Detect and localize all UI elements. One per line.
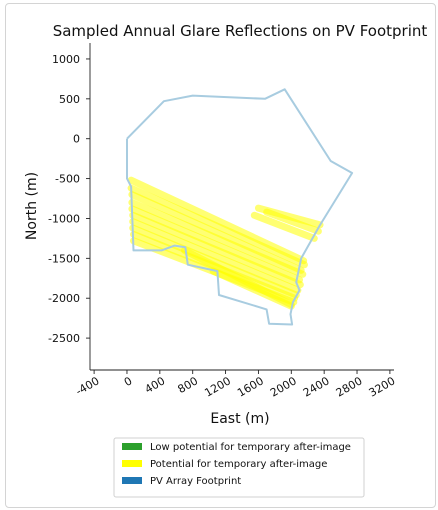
glare-streak-5 <box>128 205 304 284</box>
y-tick-label: -2000 <box>48 292 80 305</box>
x-tick-label: 2000 <box>268 374 299 399</box>
glare-streak-1 <box>127 176 308 265</box>
y-tick-label: -1000 <box>48 212 80 225</box>
glare-streak-4 <box>128 199 307 278</box>
figure-frame <box>5 3 436 508</box>
x-tick-label: 2400 <box>301 374 332 399</box>
chart-title: Sampled Annual Glare Reflections on PV F… <box>53 22 428 40</box>
y-tick-label: 1000 <box>52 53 80 66</box>
x-tick-label: 1200 <box>202 374 233 399</box>
x-tick-label: -400 <box>73 374 101 398</box>
glare-streak-12 <box>209 267 295 310</box>
pv-array-footprint <box>126 88 354 326</box>
glare-streak-7 <box>129 218 302 294</box>
y-axis-label: North (m) <box>24 172 40 240</box>
legend-swatch <box>122 460 142 467</box>
y-tick-label: -2500 <box>48 332 80 345</box>
glare-streak-8 <box>129 224 300 299</box>
y-ticks: 1000 500 0 -500 -1000 -1500 -2000 -2500 <box>48 53 90 345</box>
x-tick-label: 800 <box>176 374 201 396</box>
x-tick-label: 1600 <box>235 374 266 399</box>
x-tick-label: 2800 <box>334 374 365 399</box>
x-tick-label: 400 <box>143 374 168 396</box>
y-tick-label: -500 <box>55 173 80 186</box>
x-tick-label: 3200 <box>367 374 398 399</box>
glare-streak-2 <box>127 184 308 269</box>
legend-swatch <box>122 477 142 484</box>
x-ticks: -400 0 400 800 1200 1600 2000 2400 2800 3200 <box>73 370 397 400</box>
y-tick-label: 0 <box>73 133 80 146</box>
legend-label: Low potential for temporary after-image <box>150 442 351 453</box>
legend-box <box>113 437 365 498</box>
glare-streak-15 <box>250 211 318 242</box>
legend-swatch <box>122 443 142 450</box>
legend: Low potential for temporary after-image P… <box>113 437 365 498</box>
glare-streak-3 <box>128 191 305 274</box>
x-axis-label: East (m) <box>210 411 269 427</box>
plot-area <box>126 88 354 326</box>
x-tick-label: 0 <box>122 374 135 389</box>
glare-streak-14 <box>263 208 322 235</box>
legend-label: PV Array Footprint <box>150 476 241 487</box>
glare-streak-6 <box>129 211 304 289</box>
glare-streaks <box>127 176 324 310</box>
y-tick-label: -1500 <box>48 252 80 265</box>
y-tick-label: 500 <box>59 93 80 106</box>
legend-label: Potential for temporary after-image <box>150 459 327 470</box>
legend-items: Low potential for temporary after-image P… <box>122 442 351 487</box>
